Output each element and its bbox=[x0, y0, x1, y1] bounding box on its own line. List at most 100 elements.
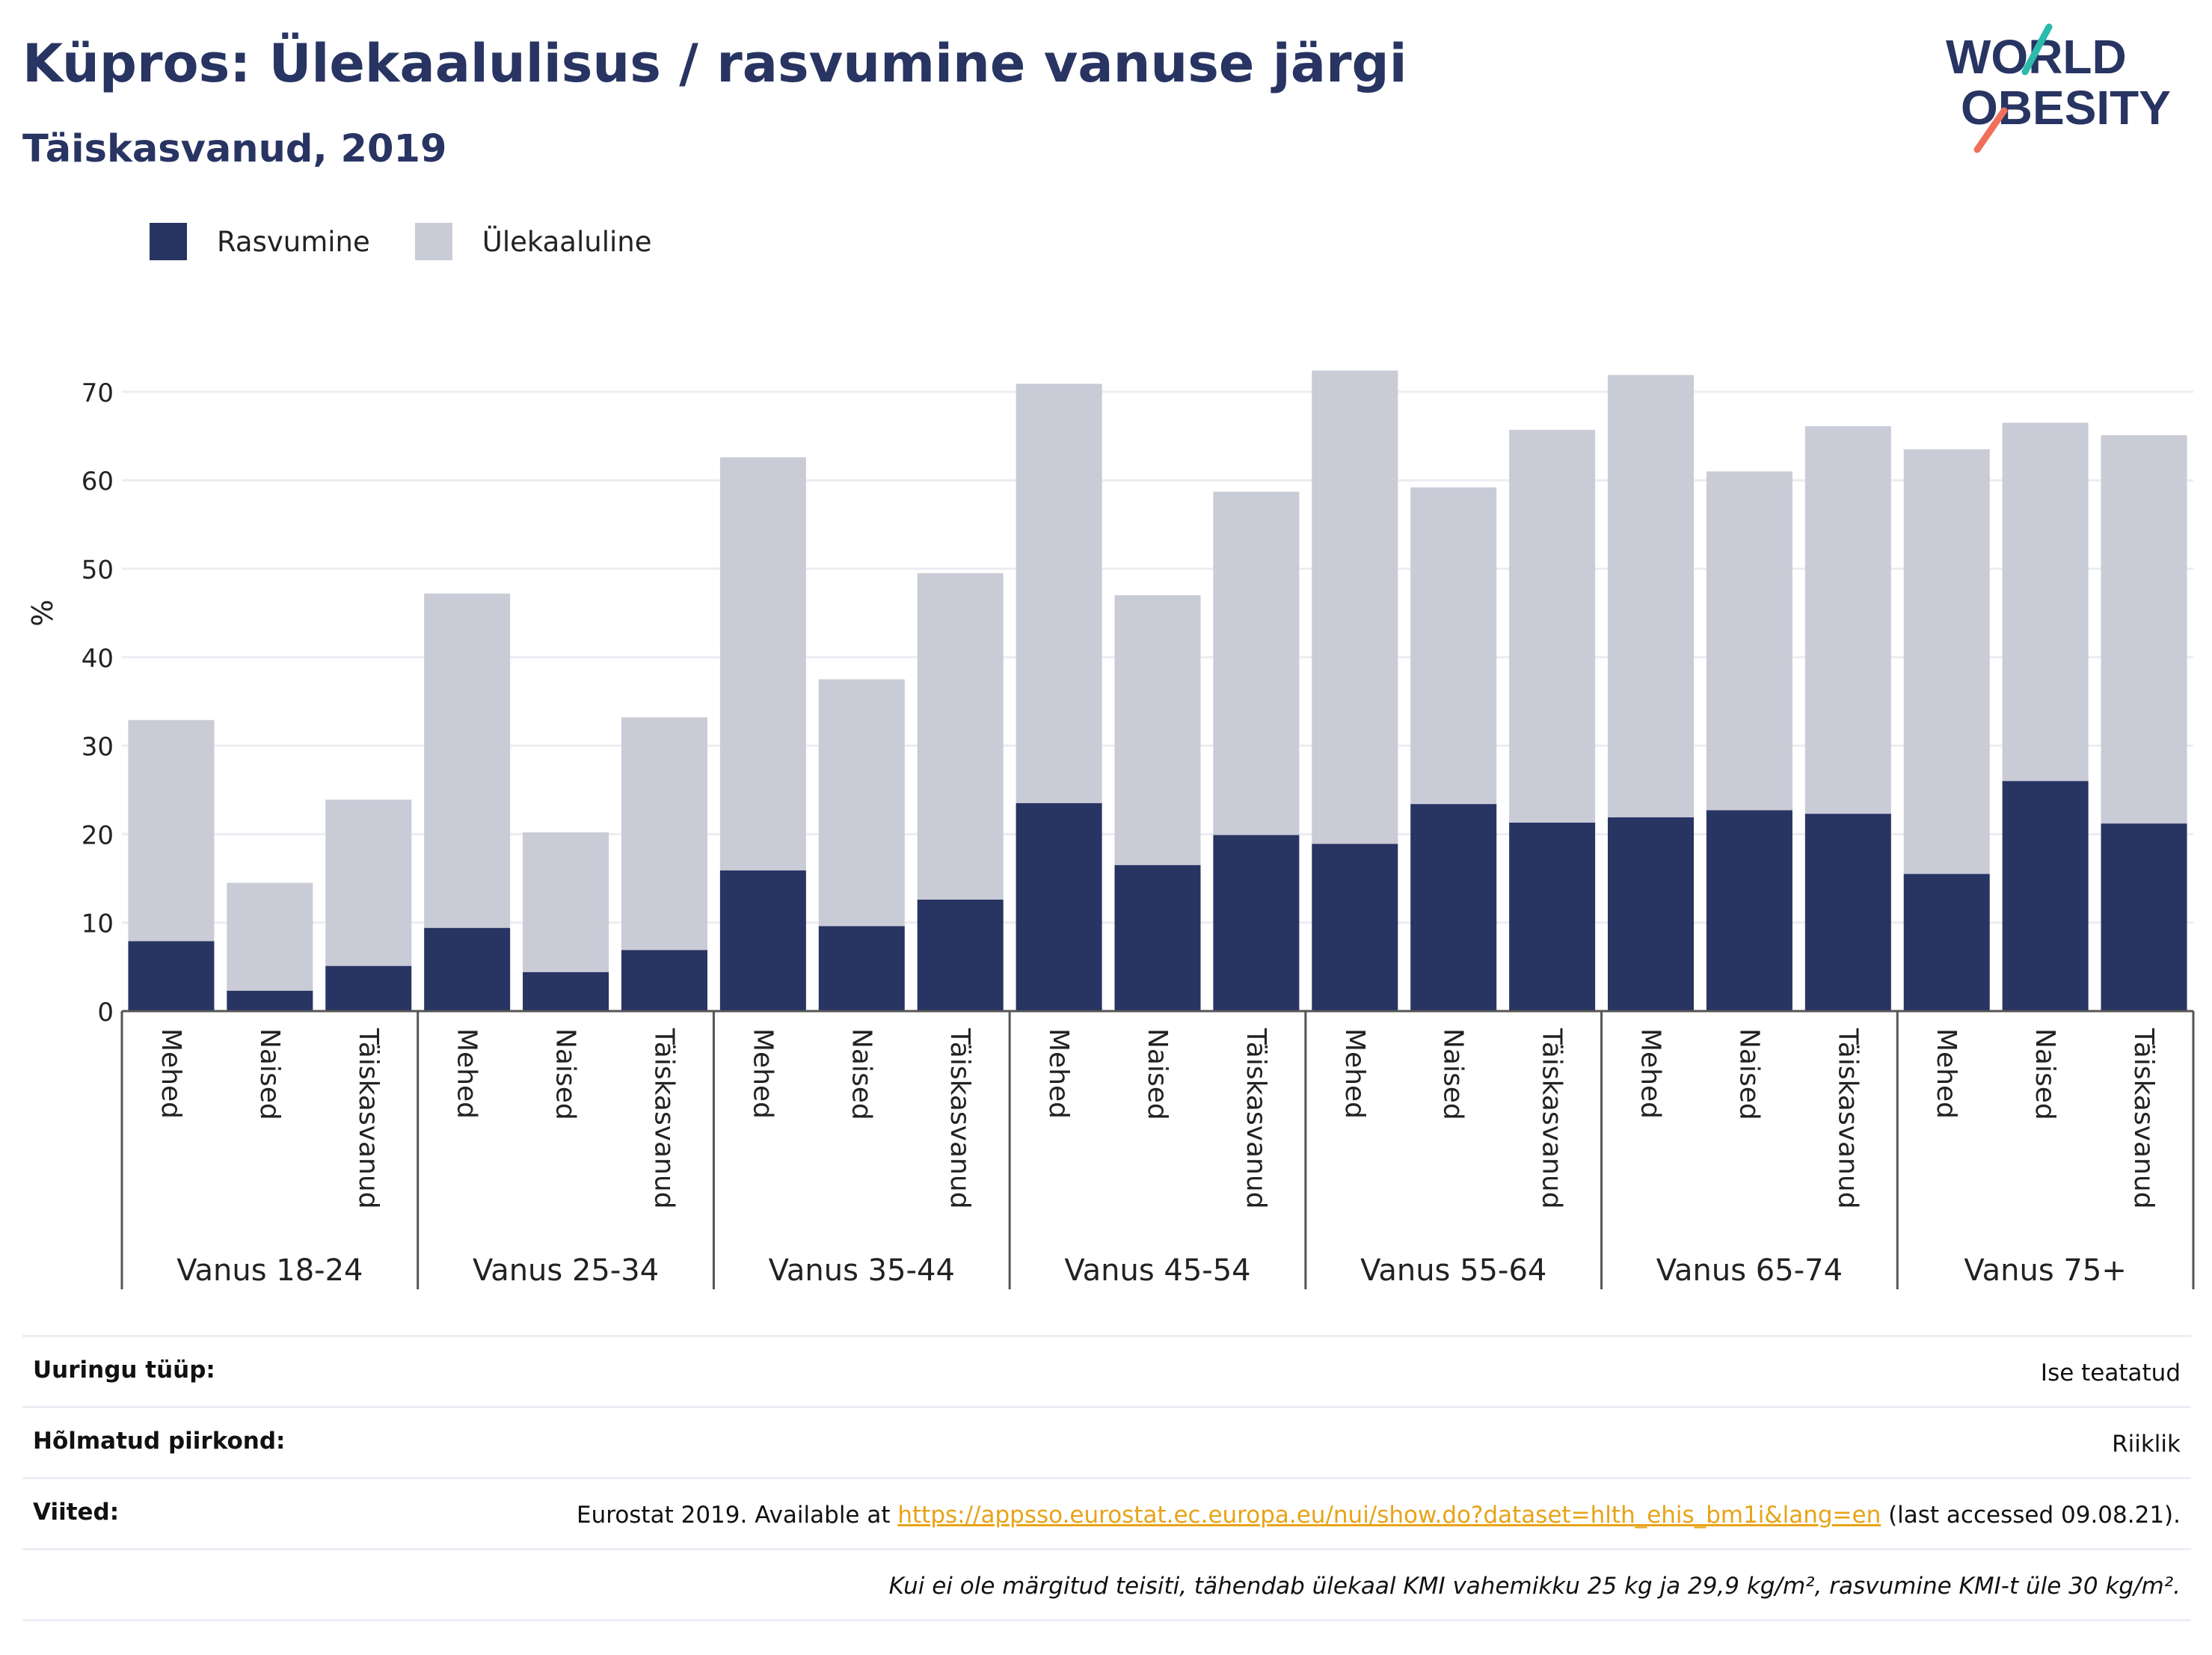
bar-overweight bbox=[1706, 471, 1792, 811]
page-subtitle: Täiskasvanud, 2019 bbox=[22, 127, 447, 171]
bar-obesity bbox=[2101, 823, 2187, 1011]
info-row-note: Kui ei ole märgitud teisiti, tähendab ül… bbox=[22, 1548, 2191, 1621]
x-category-label: Täiskasvanud bbox=[1241, 1028, 1271, 1209]
x-category-label: Mehed bbox=[1635, 1028, 1666, 1119]
references-suffix: (last accessed 09.08.21). bbox=[1881, 1502, 2181, 1529]
x-category-label: Naised bbox=[550, 1028, 581, 1120]
references-label: Viited: bbox=[33, 1499, 120, 1526]
info-row-survey-type: Uuringu tüüp: Ise teatatud bbox=[22, 1335, 2191, 1406]
bar-obesity bbox=[719, 870, 806, 1011]
bar-obesity bbox=[917, 899, 1004, 1011]
y-tick-label: 0 bbox=[97, 998, 114, 1028]
x-group-label: Vanus 65-74 bbox=[1656, 1253, 1843, 1288]
x-category-label: Mehed bbox=[1043, 1028, 1074, 1119]
bar-overweight bbox=[1804, 426, 1891, 814]
references-prefix: Eurostat 2019. Available at bbox=[577, 1502, 898, 1529]
y-tick-label: 20 bbox=[82, 820, 114, 850]
bar-obesity bbox=[1706, 810, 1792, 1011]
y-tick-label: 70 bbox=[82, 378, 114, 408]
x-category-label: Naised bbox=[1733, 1028, 1764, 1120]
bar-obesity bbox=[1213, 835, 1300, 1011]
bar-overweight bbox=[621, 717, 707, 951]
x-group-label: Vanus 35-44 bbox=[769, 1253, 955, 1288]
coverage-label: Hõlmatud piirkond: bbox=[33, 1428, 286, 1455]
bar-obesity bbox=[1114, 865, 1201, 1011]
bar-overweight bbox=[523, 832, 609, 972]
bar-overweight bbox=[227, 882, 313, 991]
bar-obesity bbox=[523, 971, 609, 1011]
coverage-value: Riiklik bbox=[2112, 1431, 2181, 1458]
bar-overweight bbox=[1312, 370, 1398, 844]
bar-obesity bbox=[424, 927, 511, 1011]
world-obesity-logo: WORLD OBESITY bbox=[1946, 23, 2171, 153]
logo-slash-teal bbox=[2021, 23, 2053, 76]
survey-type-value: Ise teatatud bbox=[2040, 1360, 2181, 1387]
x-category-label: Täiskasvanud bbox=[2128, 1028, 2159, 1209]
x-category-label: Mehed bbox=[1339, 1028, 1370, 1119]
bar-obesity bbox=[1410, 804, 1497, 1011]
bar-obesity bbox=[1509, 823, 1596, 1011]
x-group-label: Vanus 75+ bbox=[1964, 1253, 2126, 1288]
bar-overweight bbox=[128, 719, 215, 942]
y-tick-label: 10 bbox=[82, 909, 114, 939]
x-category-label: Mehed bbox=[452, 1028, 482, 1119]
x-category-label: Naised bbox=[2030, 1028, 2060, 1120]
bar-obesity bbox=[818, 926, 905, 1011]
chart-legend: Rasvumine Ülekaaluline bbox=[150, 223, 697, 260]
references-value: Eurostat 2019. Available at https://apps… bbox=[577, 1499, 2181, 1532]
x-group-label: Vanus 18-24 bbox=[176, 1253, 363, 1288]
x-category-label: Naised bbox=[846, 1028, 876, 1120]
x-category-label: Naised bbox=[1142, 1028, 1173, 1120]
x-category-label: Täiskasvanud bbox=[1832, 1028, 1863, 1209]
bar-obesity bbox=[227, 990, 313, 1011]
legend-item-obesity: Rasvumine bbox=[150, 223, 370, 260]
page-title: Küpros: Ülekaalulisus / rasvumine vanuse… bbox=[22, 33, 1407, 94]
legend-swatch-overweight bbox=[414, 223, 452, 260]
bar-obesity bbox=[1312, 844, 1398, 1011]
bar-overweight bbox=[1213, 491, 1300, 835]
bar-overweight bbox=[818, 679, 905, 927]
y-axis-title: % bbox=[26, 600, 59, 627]
bar-obesity bbox=[1804, 814, 1891, 1011]
legend-item-overweight: Ülekaaluline bbox=[414, 223, 652, 260]
bar-obesity bbox=[1016, 802, 1102, 1011]
bar-overweight bbox=[2101, 435, 2187, 824]
bar-obesity bbox=[128, 941, 215, 1011]
x-group-label: Vanus 55-64 bbox=[1360, 1253, 1546, 1288]
bar-obesity bbox=[2002, 781, 2089, 1011]
stacked-bar-chart: 0 10 20 30 40 50 60 70% Mehed Naised Täiskasvanud M… bbox=[26, 370, 2195, 1289]
bar-overweight bbox=[424, 593, 511, 928]
bar-obesity bbox=[325, 965, 412, 1011]
x-category-label: Naised bbox=[1438, 1028, 1469, 1120]
logo-slash-coral bbox=[1973, 107, 2008, 153]
bar-overweight bbox=[1410, 487, 1497, 805]
y-tick-label: 50 bbox=[82, 556, 114, 586]
x-group-label: Vanus 25-34 bbox=[473, 1253, 659, 1288]
x-category-label: Naised bbox=[254, 1028, 285, 1120]
info-row-coverage: Hõlmatud piirkond: Riiklik bbox=[22, 1406, 2191, 1477]
legend-label-obesity: Rasvumine bbox=[217, 225, 370, 258]
bar-obesity bbox=[1608, 817, 1695, 1011]
legend-label-overweight: Ülekaaluline bbox=[482, 225, 652, 258]
x-category-label: Täiskasvanud bbox=[944, 1028, 975, 1209]
bar-obesity bbox=[621, 950, 707, 1011]
survey-type-label: Uuringu tüüp: bbox=[33, 1357, 215, 1384]
legend-swatch-obesity bbox=[150, 223, 187, 260]
references-link[interactable]: https://appsso.eurostat.ec.europa.eu/nui… bbox=[897, 1502, 1881, 1529]
bar-overweight bbox=[1114, 595, 1201, 865]
bar-overweight bbox=[1016, 384, 1102, 803]
bar-overweight bbox=[917, 573, 1004, 900]
bar-overweight bbox=[1903, 449, 1990, 874]
y-tick-label: 40 bbox=[82, 644, 114, 674]
bar-overweight bbox=[719, 457, 806, 871]
x-category-label: Täiskasvanud bbox=[648, 1028, 679, 1209]
x-category-label: Mehed bbox=[747, 1028, 778, 1119]
x-category-label: Mehed bbox=[156, 1028, 186, 1119]
x-category-label: Täiskasvanud bbox=[353, 1028, 384, 1209]
y-tick-label: 30 bbox=[82, 732, 114, 762]
bar-overweight bbox=[1608, 375, 1695, 817]
bar-overweight bbox=[325, 799, 412, 966]
definition-note: Kui ei ole märgitud teisiti, tähendab ül… bbox=[888, 1573, 2181, 1600]
info-row-references: Viited: Eurostat 2019. Available at http… bbox=[22, 1477, 2191, 1548]
bar-overweight bbox=[2002, 423, 2089, 782]
